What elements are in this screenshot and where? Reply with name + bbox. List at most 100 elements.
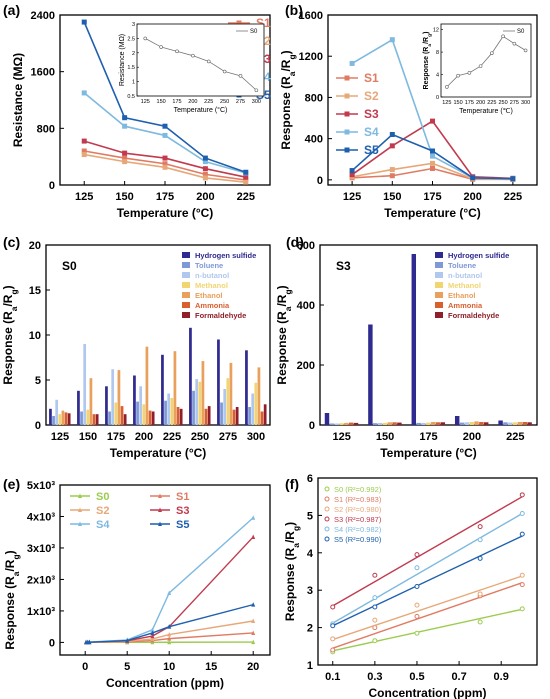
data-point — [162, 155, 168, 161]
legend-label: Hydrogen sulfide — [195, 251, 256, 260]
x-tick-label: 225 — [506, 431, 524, 443]
inset-y-tick-label: 2.5 — [127, 36, 135, 42]
y-axis-label-part: g — [428, 34, 433, 37]
bar — [123, 414, 127, 425]
x-tick-label: 150 — [79, 431, 97, 443]
data-point — [330, 647, 336, 653]
inset-data-point — [501, 34, 505, 39]
data-point — [167, 636, 172, 641]
data-point — [519, 531, 525, 537]
y-tick-label: 10 — [29, 330, 41, 342]
y-axis-label-part: g — [291, 526, 301, 531]
inset-chart: 0 4 8 12 125 150 175 200 225 250 275 300 Temperature… — [423, 23, 532, 115]
x-tick-label: 0.5 — [409, 671, 424, 683]
inset-frame — [136, 23, 265, 97]
legend-label: S5 — [176, 519, 189, 531]
bar — [353, 422, 359, 425]
bar — [440, 422, 446, 425]
legend-label: Ethanol — [195, 291, 223, 300]
data-point — [372, 604, 378, 610]
x-tick-label: 175 — [419, 431, 437, 443]
bar — [474, 421, 479, 425]
legend-swatch — [182, 292, 190, 298]
inset-x-tick-label: 125 — [442, 100, 451, 106]
legend-swatch — [182, 282, 190, 288]
bar — [430, 422, 436, 425]
y-tick-label: 5 — [307, 510, 313, 522]
bar — [522, 422, 527, 425]
bar — [464, 422, 470, 425]
legend-label: Ammonia — [195, 301, 230, 310]
x-tick-label: 200 — [464, 191, 482, 203]
data-point — [122, 159, 128, 165]
legend-swatch — [182, 272, 190, 278]
data-point — [167, 624, 172, 629]
panel-e: 0 1x10³ 2x10³ 3x10³ 4x10³ 5x10³ 0 5 10 15 20 (e) Con… — [3, 476, 271, 690]
y-axis-label-part: /R — [275, 294, 289, 306]
y-axis-label-part: g — [287, 54, 297, 59]
y-axis-label-part: Response (R — [279, 76, 293, 150]
x-axis-label: Temperature (°C) — [384, 206, 481, 220]
x-axis-label: Temperature (°C) — [380, 446, 477, 460]
data-point — [251, 534, 256, 539]
bar — [348, 422, 354, 425]
bar — [469, 422, 474, 425]
x-tick-label: 150 — [383, 191, 401, 203]
y-tick-label: 5x10³ — [27, 480, 55, 492]
panel-letter: (d) — [286, 234, 304, 250]
data-point — [430, 166, 435, 172]
legend-swatch — [435, 272, 443, 278]
legend-swatch — [182, 262, 190, 268]
x-tick-label: 150 — [115, 191, 133, 203]
y-tick-label: 20 — [29, 240, 41, 252]
data-point — [477, 591, 483, 597]
inset-data-point — [456, 73, 460, 78]
data-point — [202, 166, 208, 172]
x-tick-label: 175 — [156, 191, 174, 203]
inset-y-tick-label: 12 — [433, 28, 439, 34]
data-point — [519, 582, 525, 588]
data-point — [477, 555, 483, 561]
x-tick-label: 20 — [247, 661, 259, 673]
data-point — [251, 515, 256, 520]
inset-x-tick-label: 175 — [465, 100, 474, 106]
data-point — [167, 632, 172, 637]
data-point — [519, 606, 525, 612]
data-point — [81, 19, 87, 25]
legend-label: Toluene — [448, 261, 476, 270]
bar — [235, 407, 239, 425]
inset-x-tick-label: 275 — [236, 99, 245, 105]
bar — [368, 324, 373, 425]
inset-x-tick-label: 200 — [188, 99, 197, 105]
bar — [479, 422, 484, 425]
y-tick-label: 0 — [49, 180, 55, 192]
panel-title: S3 — [336, 259, 351, 273]
data-point — [150, 630, 155, 635]
inset-data-point — [523, 48, 528, 53]
legend-marker — [158, 507, 162, 512]
data-point — [330, 636, 336, 642]
legend-label: S2 — [364, 89, 379, 103]
legend-label: S4 — [364, 125, 379, 139]
bar — [58, 414, 62, 425]
y-axis-label: Response (Ra/Rg) — [283, 522, 301, 621]
legend-label: Toluene — [195, 261, 223, 270]
y-axis-label-part: Response (R — [283, 547, 297, 621]
legend-marker — [344, 93, 350, 99]
x-tick-label: 0.7 — [451, 671, 466, 683]
legend-swatch — [182, 312, 190, 318]
inset-chart: 0.5 1 1.5 2 2.5 3 125 150 175 200 225 250 275 300 Temp… — [119, 22, 265, 114]
y-axis-label-part: ) — [3, 550, 17, 554]
x-tick-label: 200 — [463, 431, 481, 443]
inset-data-point — [191, 53, 195, 58]
bar — [248, 407, 251, 425]
inset-data-point — [175, 49, 179, 54]
bar — [377, 422, 383, 425]
data-point — [87, 639, 92, 645]
data-point — [251, 630, 256, 635]
y-tick-label: 1600 — [31, 67, 55, 79]
y-tick-label: 0 — [317, 175, 323, 187]
legend-label: S1 (R²=0.983) — [334, 495, 382, 504]
panel-d: 0 200 400 600 125 150 175 200 225 (d) S3 Temperatur… — [275, 234, 538, 460]
bar — [105, 386, 108, 425]
